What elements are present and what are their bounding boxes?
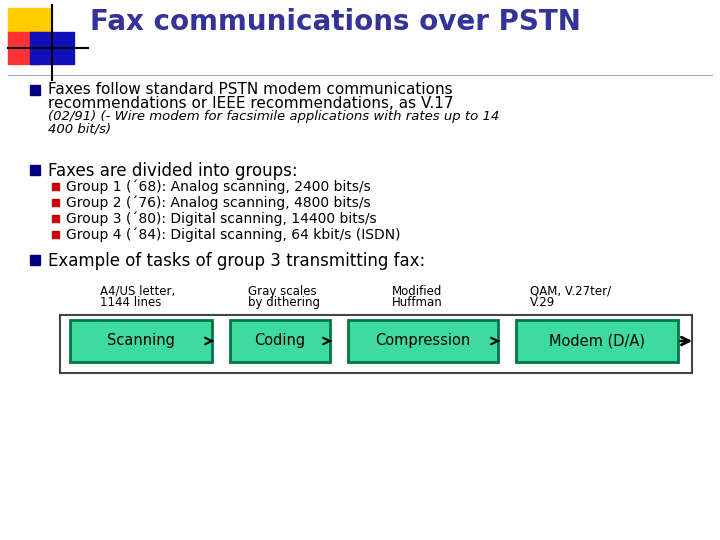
Text: Modem (D/A): Modem (D/A) [549, 334, 645, 348]
Bar [348, 320, 498, 362]
Bar [8, 8, 52, 46]
Text: 400 bit/s): 400 bit/s) [48, 123, 111, 136]
Bar [516, 320, 678, 362]
Bar [30, 255, 40, 265]
Text: Example of tasks of group 3 transmitting fax:: Example of tasks of group 3 transmitting… [48, 252, 426, 270]
Bar [8, 32, 40, 64]
Text: Gray scales: Gray scales [248, 285, 317, 298]
Bar [70, 320, 212, 362]
Text: Faxes follow standard PSTN modem communications: Faxes follow standard PSTN modem communi… [48, 82, 453, 97]
Text: Compression: Compression [375, 334, 471, 348]
Text: Modified: Modified [392, 285, 442, 298]
Text: Group 4 (´84): Digital scanning, 64 kbit/s (ISDN): Group 4 (´84): Digital scanning, 64 kbit… [66, 228, 400, 242]
Bar [230, 320, 330, 362]
Text: Coding: Coding [254, 334, 305, 348]
Text: Group 1 (´68): Analog scanning, 2400 bits/s: Group 1 (´68): Analog scanning, 2400 bit… [66, 180, 371, 194]
Text: 1144 lines: 1144 lines [100, 296, 161, 309]
Text: Scanning: Scanning [107, 334, 175, 348]
Text: Group 2 (´76): Analog scanning, 4800 bits/s: Group 2 (´76): Analog scanning, 4800 bit… [66, 196, 371, 211]
Text: A4/US letter,: A4/US letter, [100, 285, 175, 298]
Bar [30, 85, 40, 95]
Bar [52, 183, 59, 190]
Bar [52, 199, 59, 206]
Bar [30, 32, 74, 64]
Text: by dithering: by dithering [248, 296, 320, 309]
Bar [52, 231, 59, 238]
Bar [30, 165, 40, 175]
Text: (02/91) (- Wire modem for facsimile applications with rates up to 14: (02/91) (- Wire modem for facsimile appl… [48, 110, 499, 123]
Text: recommendations or IEEE recommendations, as V.17: recommendations or IEEE recommendations,… [48, 96, 454, 111]
Text: V.29: V.29 [530, 296, 555, 309]
Text: Group 3 (´80): Digital scanning, 14400 bits/s: Group 3 (´80): Digital scanning, 14400 b… [66, 212, 377, 226]
Text: QAM, V.27ter/: QAM, V.27ter/ [530, 285, 611, 298]
Bar [52, 215, 59, 222]
Text: Faxes are divided into groups:: Faxes are divided into groups: [48, 162, 297, 180]
Text: Fax communications over PSTN: Fax communications over PSTN [90, 8, 581, 36]
Text: Huffman: Huffman [392, 296, 443, 309]
Bar [60, 315, 692, 373]
